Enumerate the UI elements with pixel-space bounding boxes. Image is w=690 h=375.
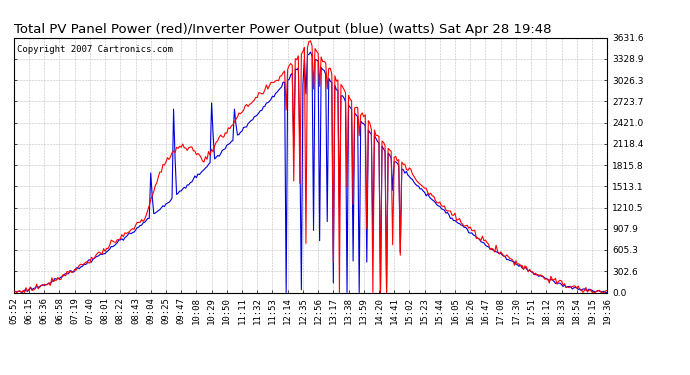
Text: Total PV Panel Power (red)/Inverter Power Output (blue) (watts) Sat Apr 28 19:48: Total PV Panel Power (red)/Inverter Powe… — [14, 23, 551, 36]
Text: Copyright 2007 Cartronics.com: Copyright 2007 Cartronics.com — [17, 45, 172, 54]
